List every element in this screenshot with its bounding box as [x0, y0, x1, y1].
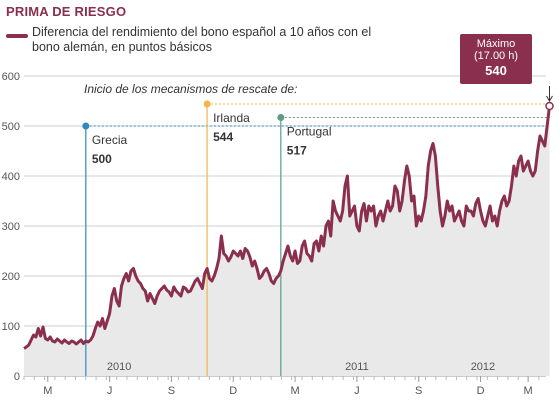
x-tick-label: D: [229, 385, 237, 397]
max-label: Máximo: [476, 38, 516, 50]
max-value: 540: [485, 63, 507, 78]
series-area: [24, 106, 550, 376]
event-dot: [82, 122, 90, 130]
max-callout: Máximo (17.00 h) 540: [460, 34, 532, 84]
event-dot: [203, 100, 211, 108]
max-marker: [545, 101, 554, 111]
year-label: 2011: [345, 361, 369, 373]
annotation-text: Inicio de los mecanismos de rescate de:: [84, 82, 297, 96]
y-tick-label: 400: [2, 171, 20, 183]
legend-swatch: [6, 34, 28, 38]
y-tick-label: 300: [2, 221, 20, 233]
max-arrowhead: [546, 95, 553, 102]
event-dot: [277, 114, 285, 121]
x-tick-label: J: [107, 385, 113, 397]
y-tick-label: 600: [2, 71, 20, 83]
x-tick-label: S: [415, 385, 422, 397]
y-tick-label: 500: [2, 121, 20, 133]
event-name: Portugal: [287, 125, 332, 139]
y-tick-label: 200: [2, 271, 20, 283]
x-tick-label: M: [290, 385, 299, 397]
series-line: [23, 105, 552, 350]
year-label: 2012: [471, 361, 495, 373]
y-tick-label: 100: [2, 321, 20, 333]
x-tick-label: J: [354, 385, 360, 397]
x-tick-label: M: [524, 385, 533, 397]
x-tick-label: S: [168, 385, 175, 397]
max-time: (17.00 h): [473, 50, 519, 62]
year-label: 2010: [107, 361, 131, 373]
event-value: 500: [92, 152, 112, 166]
event-value: 544: [213, 130, 233, 144]
chart-title: PRIMA DE RIESGO: [6, 4, 127, 19]
series-label: Diferencia del rendimiento del bono espa…: [32, 25, 372, 54]
y-tick-label: 0: [14, 371, 20, 383]
event-name: Grecia: [92, 133, 128, 147]
x-tick-label: D: [477, 385, 485, 397]
x-tick-label: M: [43, 385, 52, 397]
event-value: 517: [287, 144, 307, 158]
event-name: Irlanda: [213, 111, 250, 125]
